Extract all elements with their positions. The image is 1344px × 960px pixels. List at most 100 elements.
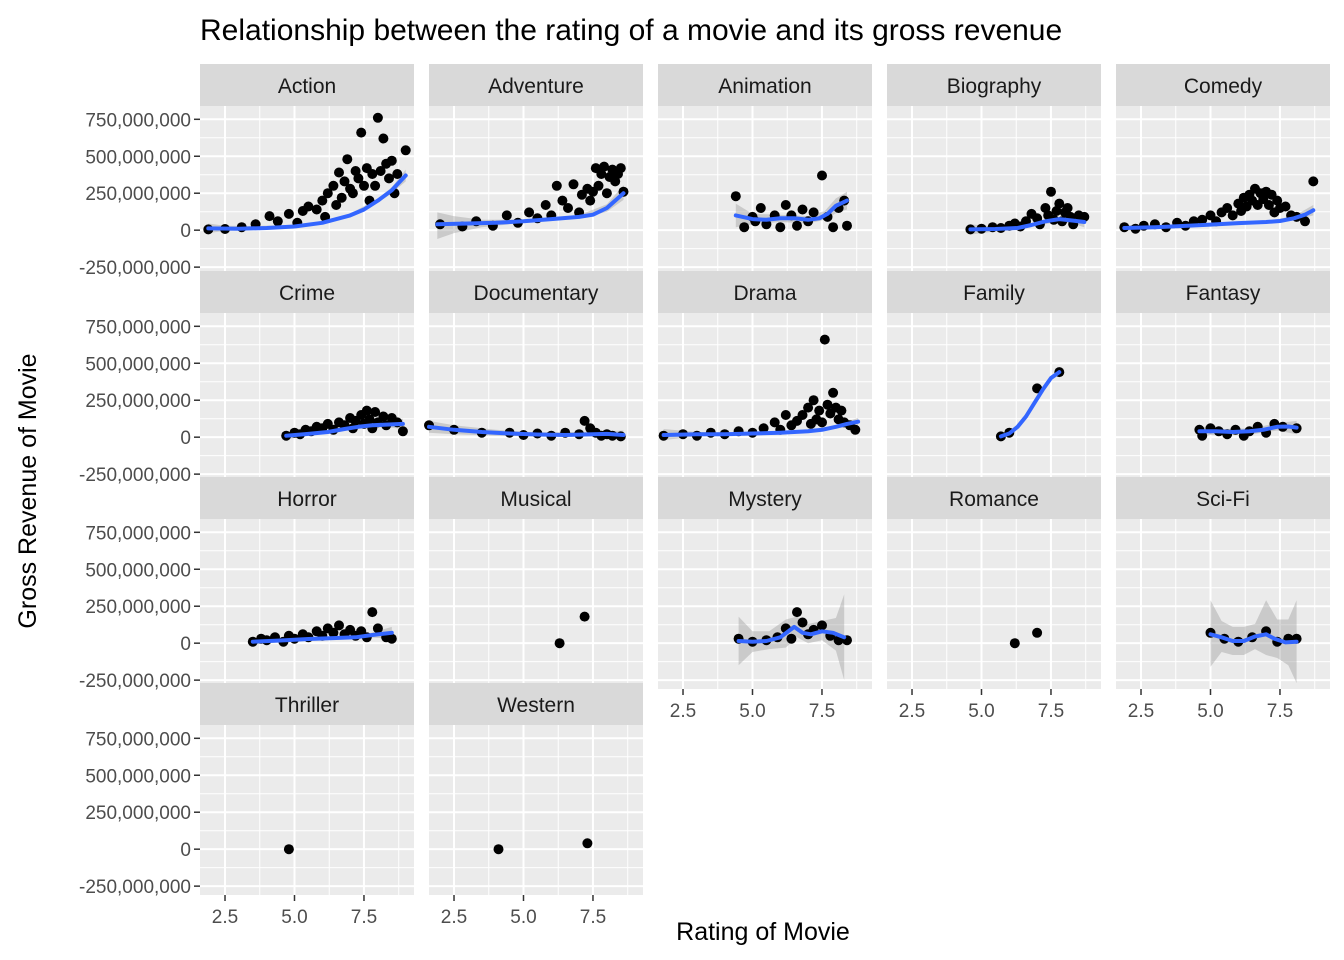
x-tick-label: 2.5 (670, 701, 696, 722)
data-point (758, 423, 769, 434)
strip-background (658, 271, 872, 313)
data-point (364, 414, 375, 425)
strip-background (200, 683, 414, 725)
data-point (761, 219, 772, 230)
facet-panel-adventure: Adventure (429, 64, 643, 276)
data-point (1032, 627, 1043, 638)
y-tick-label: 0 (180, 428, 191, 449)
facet-label: Animation (718, 75, 811, 98)
data-point (339, 176, 350, 187)
data-point (397, 426, 408, 437)
data-point (353, 173, 364, 184)
data-point (579, 611, 590, 622)
data-point (775, 222, 786, 233)
data-point (264, 211, 275, 222)
data-point (378, 411, 389, 422)
data-point (386, 633, 397, 644)
data-point (822, 399, 833, 410)
data-point (1062, 203, 1073, 213)
smooth-line (1208, 632, 1299, 645)
y-tick-label: 500,000,000 (85, 766, 191, 787)
data-point (540, 200, 551, 210)
panel-background (658, 519, 872, 689)
data-point (1300, 216, 1310, 227)
y-tick-label: -250,000,000 (79, 258, 191, 279)
data-point (615, 163, 626, 174)
data-point (392, 169, 403, 179)
smooth-line (1122, 208, 1316, 230)
panel-background (200, 725, 414, 895)
facet-panel-western: Western 2.5 5.0 7.5 (429, 683, 643, 928)
data-point (797, 410, 808, 420)
data-point (593, 180, 604, 191)
y-tick-label: 750,000,000 (85, 110, 191, 131)
facet-panel-horror: Horror -250,000,000 0 250,000,000 500,000,00… (79, 477, 414, 692)
data-point (272, 216, 283, 227)
data-point (568, 179, 579, 190)
panel-background (1116, 313, 1330, 483)
smooth-line (968, 217, 1087, 232)
strip-background (429, 683, 643, 725)
data-point (563, 203, 573, 213)
x-tick-label: 7.5 (351, 907, 377, 928)
facet-grid: Action -250,000,000 0 250,000,000 500,000,00… (79, 64, 1330, 928)
facet-panel-crime: Crime -250,000,000 0 250,000,000 500,000,000… (79, 271, 414, 486)
strip-background (200, 271, 414, 313)
y-tick-label: 0 (180, 634, 191, 655)
facet-panel-biography: Biography (887, 64, 1101, 276)
panel-background (200, 519, 414, 689)
facet-label: Action (278, 75, 336, 98)
strip-background (887, 64, 1101, 106)
panel-background (429, 313, 643, 483)
strip-background (1116, 64, 1330, 106)
data-point (359, 180, 369, 191)
panel-background (1116, 519, 1330, 689)
data-point (557, 195, 568, 206)
panel-background (658, 106, 872, 276)
panel-background (887, 519, 1101, 689)
x-tick-label: 5.0 (968, 701, 994, 722)
x-tick-label: 7.5 (1267, 701, 1293, 722)
data-point (1009, 638, 1020, 649)
strip-background (200, 477, 414, 519)
strip-background (429, 477, 643, 519)
data-point (850, 424, 861, 435)
data-point (311, 204, 322, 215)
panel-background (429, 725, 643, 895)
data-point (328, 627, 339, 638)
y-tick-label: 0 (180, 221, 191, 242)
data-point (356, 127, 367, 138)
facet-label: Fantasy (1186, 282, 1261, 305)
data-point (1227, 210, 1238, 221)
y-tick-label: -250,000,000 (79, 877, 191, 898)
y-tick-label: 0 (180, 840, 191, 861)
data-point (817, 620, 827, 631)
data-point (1046, 186, 1056, 197)
data-point (551, 180, 562, 191)
facet-panel-action: Action -250,000,000 0 250,000,000 500,000,00… (79, 64, 414, 279)
strip-background (887, 477, 1101, 519)
data-point (730, 191, 741, 202)
strip-background (429, 64, 643, 106)
data-point (808, 395, 819, 406)
panel-background (658, 313, 872, 483)
strip-background (1116, 271, 1330, 313)
data-point (361, 405, 372, 416)
data-point (493, 844, 504, 855)
data-point (579, 415, 590, 426)
data-point (372, 623, 383, 634)
x-tick-label: 7.5 (809, 701, 835, 722)
x-tick-label: 5.0 (739, 701, 765, 722)
data-point (797, 204, 808, 215)
data-point (797, 617, 808, 628)
facet-label: Family (963, 282, 1025, 305)
data-point (334, 620, 344, 631)
data-point (780, 200, 791, 210)
facet-label: Drama (733, 282, 796, 305)
y-tick-label: 250,000,000 (85, 184, 191, 205)
y-tick-label: 750,000,000 (85, 729, 191, 750)
facet-panel-family: Family (887, 271, 1101, 483)
y-tick-label: 500,000,000 (85, 354, 191, 375)
y-axis-title: Gross Revenue of Movie (14, 353, 42, 628)
data-point (792, 607, 802, 618)
